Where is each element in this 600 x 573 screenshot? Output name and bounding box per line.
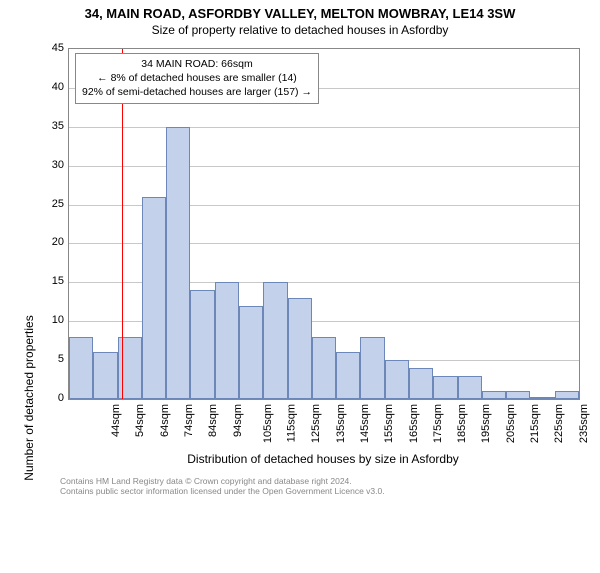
x-axis-label: Distribution of detached houses by size … xyxy=(68,452,578,466)
annotation-line-1: 34 MAIN ROAD: 66sqm xyxy=(82,57,312,71)
histogram-bar xyxy=(506,391,530,399)
y-tick-label: 0 xyxy=(34,392,64,404)
histogram-bar xyxy=(433,376,457,399)
x-tick-label: 175sqm xyxy=(432,404,444,443)
x-tick-label: 54sqm xyxy=(134,404,146,437)
y-tick-label: 10 xyxy=(34,314,64,326)
y-tick-label: 45 xyxy=(34,42,64,54)
histogram-bar xyxy=(263,282,287,399)
x-tick-label: 205sqm xyxy=(505,404,517,443)
histogram-bar xyxy=(360,337,384,399)
histogram-bar xyxy=(336,352,360,399)
histogram-bar xyxy=(288,298,312,399)
y-tick-label: 35 xyxy=(34,120,64,132)
histogram-bar xyxy=(69,337,93,399)
footer-attribution: Contains HM Land Registry data © Crown c… xyxy=(60,476,592,496)
x-tick-label: 235sqm xyxy=(578,404,590,443)
y-tick-label: 5 xyxy=(34,353,64,365)
x-tick-label: 44sqm xyxy=(110,404,122,437)
y-tick-label: 40 xyxy=(34,81,64,93)
x-tick-label: 125sqm xyxy=(311,404,323,443)
histogram-bar xyxy=(409,368,433,399)
x-tick-label: 165sqm xyxy=(408,404,420,443)
histogram-bar xyxy=(118,337,142,399)
y-tick-label: 20 xyxy=(34,236,64,248)
histogram-bar xyxy=(215,282,239,399)
x-tick-label: 74sqm xyxy=(183,404,195,437)
annotation-line-3: 92% of semi-detached houses are larger (… xyxy=(82,85,312,99)
x-tick-label: 64sqm xyxy=(159,404,171,437)
chart-title-sub: Size of property relative to detached ho… xyxy=(0,21,600,37)
gridline xyxy=(69,127,579,128)
histogram-bar xyxy=(482,391,506,399)
footer-line-1: Contains HM Land Registry data © Crown c… xyxy=(60,476,592,486)
x-tick-label: 94sqm xyxy=(232,404,244,437)
annotation-line-2: ← 8% of detached houses are smaller (14) xyxy=(82,71,312,85)
histogram-chart: { "title_main": "34, MAIN ROAD, ASFORDBY… xyxy=(0,0,600,500)
x-tick-label: 185sqm xyxy=(456,404,468,443)
histogram-bar xyxy=(530,397,554,399)
annotation-box: 34 MAIN ROAD: 66sqm ← 8% of detached hou… xyxy=(75,53,319,104)
histogram-bar xyxy=(458,376,482,399)
chart-title-main: 34, MAIN ROAD, ASFORDBY VALLEY, MELTON M… xyxy=(0,0,600,21)
y-tick-label: 15 xyxy=(34,275,64,287)
plot-area: 34 MAIN ROAD: 66sqm ← 8% of detached hou… xyxy=(68,48,580,400)
histogram-bar xyxy=(555,391,579,399)
y-tick-label: 25 xyxy=(34,198,64,210)
footer-line-2: Contains public sector information licen… xyxy=(60,486,592,496)
x-tick-label: 195sqm xyxy=(481,404,493,443)
x-tick-label: 115sqm xyxy=(285,404,297,442)
histogram-bar xyxy=(239,306,263,399)
x-tick-label: 215sqm xyxy=(529,404,541,443)
x-tick-label: 145sqm xyxy=(359,404,371,443)
x-tick-label: 84sqm xyxy=(207,404,219,437)
histogram-bar xyxy=(312,337,336,399)
histogram-bar xyxy=(93,352,117,399)
histogram-bar xyxy=(190,290,214,399)
histogram-bar xyxy=(166,127,190,399)
x-tick-label: 135sqm xyxy=(335,404,347,443)
x-tick-label: 105sqm xyxy=(262,404,274,443)
gridline xyxy=(69,166,579,167)
x-tick-label: 155sqm xyxy=(383,404,395,443)
histogram-bar xyxy=(385,360,409,399)
histogram-bar xyxy=(142,197,166,399)
y-tick-label: 30 xyxy=(34,159,64,171)
x-tick-label: 225sqm xyxy=(553,404,565,443)
